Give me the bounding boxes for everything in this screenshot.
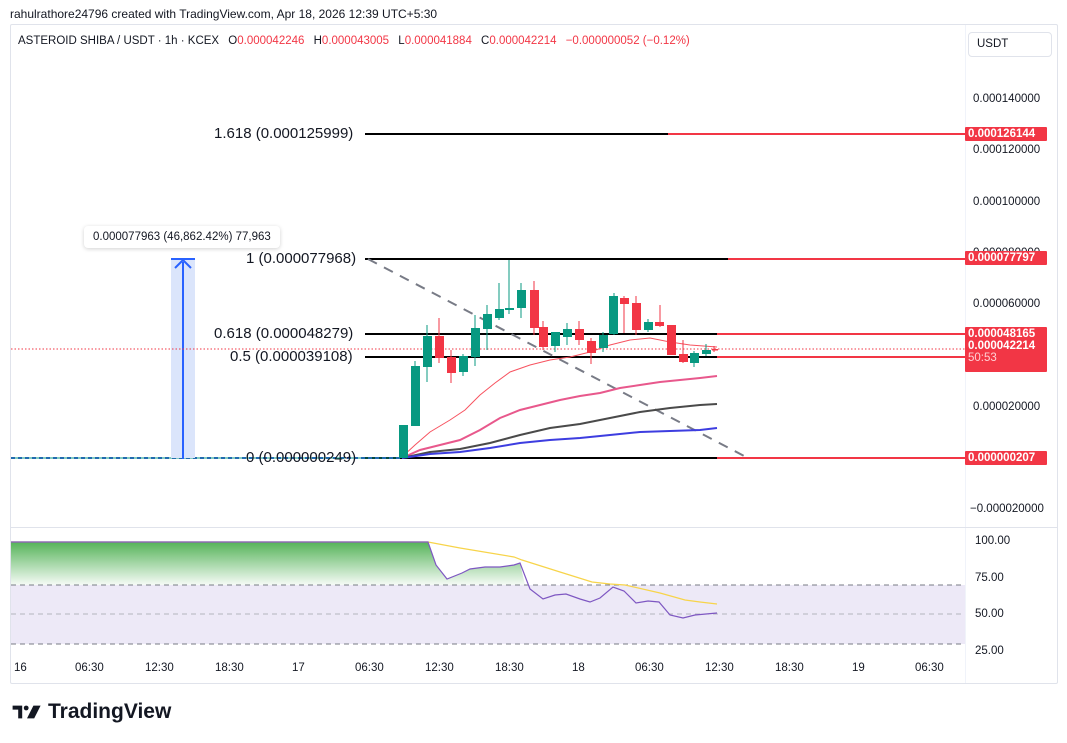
rsi-tick: 100.00 <box>975 535 1011 547</box>
price-tick: −0.000020000 <box>970 503 1044 515</box>
bar-countdown: 50:53 <box>968 352 997 364</box>
rsi-tick: 25.00 <box>975 645 1004 657</box>
price-tick: 0.000140000 <box>973 93 1041 105</box>
fib-label-0: 0 (0.000000249) <box>246 449 357 466</box>
time-tick: 06:30 <box>75 662 104 674</box>
price-tick: 0.000100000 <box>973 196 1041 208</box>
currency-button[interactable]: USDT <box>968 32 1052 57</box>
open-value: 0.000042246 <box>237 35 305 47</box>
fib-label-1: 1 (0.000077968) <box>246 250 357 267</box>
measure-arrow-head <box>174 258 192 269</box>
open-label: O <box>228 35 238 47</box>
ema-fast-line <box>401 337 718 458</box>
fib-label-1618: 1.618 (0.000125999) <box>214 125 354 142</box>
time-tick: 19 <box>852 662 865 674</box>
time-tick: 16 <box>14 662 27 674</box>
fib-label-0618: 0.618 (0.000048279) <box>214 325 354 342</box>
high-value: 0.000043005 <box>321 35 390 47</box>
time-tick: 06:30 <box>915 662 944 674</box>
time-tick: 12:30 <box>705 662 734 674</box>
rsi-tick: 50.00 <box>975 608 1004 620</box>
last-price: 0.000042214 <box>968 340 1036 352</box>
fib-0-price-tag: 0.000000207 <box>965 451 1047 465</box>
close-label: C <box>481 35 490 47</box>
time-tick: 12:30 <box>145 662 174 674</box>
symbol-name[interactable]: ASTEROID SHIBA / USDT · 1h · KCEX <box>18 35 220 47</box>
measure-tooltip: 0.000077963 (46,862.42%) 77,963 <box>84 226 280 248</box>
time-tick: 17 <box>292 662 305 674</box>
rsi-tick: 75.00 <box>975 572 1004 584</box>
time-tick: 18:30 <box>775 662 804 674</box>
tradingview-logo[interactable]: TradingView <box>12 700 171 724</box>
time-tick: 18:30 <box>495 662 524 674</box>
change-value: −0.000000052 (−0.12%) <box>565 35 690 47</box>
time-tick: 18 <box>572 662 585 674</box>
fib-1618-price-tag: 0.000126144 <box>965 127 1047 141</box>
rsi-overbought-fill <box>11 542 525 585</box>
fib-label-05: 0.5 (0.000039108) <box>230 348 353 365</box>
low-label: L <box>398 35 405 47</box>
tradingview-logo-icon <box>12 705 41 719</box>
ema-slow-line <box>401 403 718 459</box>
chart-frame <box>10 24 1058 684</box>
price-tick: 0.000020000 <box>973 401 1041 413</box>
rsi-line <box>11 541 718 619</box>
symbol-legend: ASTEROID SHIBA / USDT · 1h · KCEX O0.000… <box>18 35 690 47</box>
ema-mid-line <box>401 375 718 459</box>
chart-credit: rahulrathore24796 created with TradingVi… <box>10 7 438 21</box>
time-tick: 06:30 <box>355 662 384 674</box>
last-price-tag: 0.000048165 0.000042214 50:53 <box>965 327 1047 372</box>
price-tick: 0.000060000 <box>973 298 1041 310</box>
candles <box>399 260 718 458</box>
fib-1-price-tag: 0.000077797 <box>965 251 1047 265</box>
close-value: 0.000042214 <box>489 35 557 47</box>
time-tick: 18:30 <box>215 662 244 674</box>
low-value: 0.000041884 <box>404 35 472 47</box>
ema-long-line <box>401 427 718 459</box>
time-tick: 12:30 <box>425 662 454 674</box>
brand-name: TradingView <box>48 700 172 723</box>
fib-0618-price: 0.000048165 <box>968 328 1036 340</box>
high-label: H <box>313 35 322 47</box>
pane-divider[interactable] <box>11 527 1057 528</box>
rsi-ma-line <box>11 541 718 605</box>
time-tick: 06:30 <box>635 662 664 674</box>
price-tick: 0.000120000 <box>973 144 1041 156</box>
